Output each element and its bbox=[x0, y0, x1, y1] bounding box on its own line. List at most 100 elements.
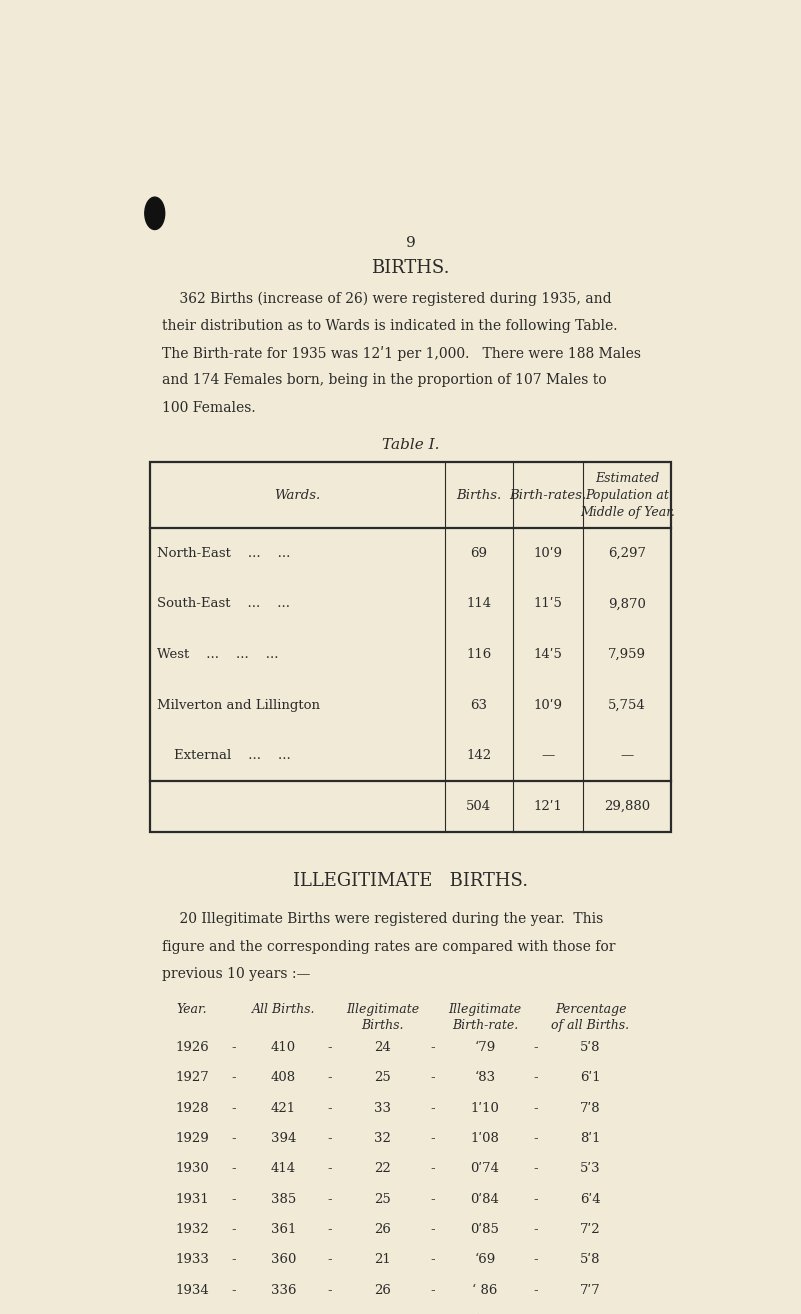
Text: -: - bbox=[533, 1041, 538, 1054]
Text: Estimated
Population at
Middle of Year.: Estimated Population at Middle of Year. bbox=[580, 472, 674, 519]
Text: 26: 26 bbox=[374, 1284, 391, 1297]
Text: ‘79: ‘79 bbox=[474, 1041, 496, 1054]
Text: 394: 394 bbox=[271, 1133, 296, 1144]
Text: 408: 408 bbox=[271, 1071, 296, 1084]
Text: -: - bbox=[231, 1041, 236, 1054]
Text: 69: 69 bbox=[470, 547, 487, 560]
Text: 1927: 1927 bbox=[175, 1071, 209, 1084]
Text: 21: 21 bbox=[374, 1254, 391, 1267]
Text: 26: 26 bbox=[374, 1223, 391, 1236]
Text: 1929: 1929 bbox=[175, 1133, 209, 1144]
Text: -: - bbox=[430, 1163, 435, 1176]
Text: 0ʹ84: 0ʹ84 bbox=[470, 1193, 500, 1206]
Text: —: — bbox=[541, 749, 554, 762]
Text: 360: 360 bbox=[271, 1254, 296, 1267]
Text: 421: 421 bbox=[271, 1101, 296, 1114]
Text: -: - bbox=[430, 1101, 435, 1114]
Text: 7ʹ7: 7ʹ7 bbox=[580, 1284, 601, 1297]
Text: Percentage
of all Births.: Percentage of all Births. bbox=[551, 1003, 630, 1031]
Text: -: - bbox=[430, 1041, 435, 1054]
Text: -: - bbox=[231, 1284, 236, 1297]
Text: ‘69: ‘69 bbox=[474, 1254, 496, 1267]
Text: Birth-rates.: Birth-rates. bbox=[509, 489, 586, 502]
Text: 9,870: 9,870 bbox=[608, 598, 646, 611]
Text: 1ʹ08: 1ʹ08 bbox=[470, 1133, 500, 1144]
Text: 8ʹ1: 8ʹ1 bbox=[580, 1133, 601, 1144]
Text: 11ʹ5: 11ʹ5 bbox=[533, 598, 562, 611]
Text: ILLEGITIMATE   BIRTHS.: ILLEGITIMATE BIRTHS. bbox=[293, 872, 528, 890]
Text: -: - bbox=[328, 1284, 332, 1297]
Text: 10ʹ9: 10ʹ9 bbox=[533, 547, 562, 560]
Text: 1ʹ10: 1ʹ10 bbox=[470, 1101, 500, 1114]
Text: 33: 33 bbox=[374, 1101, 391, 1114]
Text: figure and the corresponding rates are compared with those for: figure and the corresponding rates are c… bbox=[162, 940, 616, 954]
Text: and 174 Females born, being in the proportion of 107 Males to: and 174 Females born, being in the propo… bbox=[162, 373, 607, 388]
Text: 1930: 1930 bbox=[175, 1163, 209, 1176]
Text: 1932: 1932 bbox=[175, 1223, 209, 1236]
Text: 22: 22 bbox=[374, 1163, 391, 1176]
Text: 63: 63 bbox=[470, 699, 487, 712]
Text: 5ʹ8: 5ʹ8 bbox=[580, 1041, 601, 1054]
Text: 1926: 1926 bbox=[175, 1041, 209, 1054]
Text: 7,959: 7,959 bbox=[608, 648, 646, 661]
Text: 7ʹ2: 7ʹ2 bbox=[580, 1223, 601, 1236]
Text: 24: 24 bbox=[374, 1041, 391, 1054]
Text: -: - bbox=[430, 1193, 435, 1206]
Text: previous 10 years :—: previous 10 years :— bbox=[162, 967, 311, 982]
Text: -: - bbox=[430, 1071, 435, 1084]
Text: -: - bbox=[533, 1284, 538, 1297]
Bar bbox=[150, 463, 671, 832]
Text: -: - bbox=[328, 1101, 332, 1114]
Text: 6,297: 6,297 bbox=[608, 547, 646, 560]
Text: 410: 410 bbox=[271, 1041, 296, 1054]
Text: 5ʹ3: 5ʹ3 bbox=[580, 1163, 601, 1176]
Text: -: - bbox=[231, 1163, 236, 1176]
Text: -: - bbox=[533, 1254, 538, 1267]
Text: -: - bbox=[533, 1163, 538, 1176]
Text: 1934: 1934 bbox=[175, 1284, 209, 1297]
Text: -: - bbox=[231, 1254, 236, 1267]
Text: 25: 25 bbox=[374, 1071, 391, 1084]
Text: North-East    ...    ...: North-East ... ... bbox=[157, 547, 291, 560]
Text: -: - bbox=[231, 1223, 236, 1236]
Text: -: - bbox=[328, 1041, 332, 1054]
Text: -: - bbox=[328, 1133, 332, 1144]
Text: 10ʹ9: 10ʹ9 bbox=[533, 699, 562, 712]
Text: 362 Births (increase of 26) were registered during 1935, and: 362 Births (increase of 26) were registe… bbox=[162, 292, 612, 306]
Text: 5,754: 5,754 bbox=[608, 699, 646, 712]
Text: -: - bbox=[430, 1254, 435, 1267]
Text: their distribution as to Wards is indicated in the following Table.: their distribution as to Wards is indica… bbox=[162, 318, 618, 332]
Text: -: - bbox=[328, 1254, 332, 1267]
Text: 142: 142 bbox=[466, 749, 491, 762]
Text: Illegitimate
Births.: Illegitimate Births. bbox=[346, 1003, 419, 1031]
Text: 14ʹ5: 14ʹ5 bbox=[533, 648, 562, 661]
Text: 1933: 1933 bbox=[175, 1254, 209, 1267]
Text: Table I.: Table I. bbox=[382, 438, 439, 452]
Text: External    ...    ...: External ... ... bbox=[157, 749, 291, 762]
Text: 25: 25 bbox=[374, 1193, 391, 1206]
Text: -: - bbox=[328, 1071, 332, 1084]
Text: 1931: 1931 bbox=[175, 1193, 209, 1206]
Text: 1928: 1928 bbox=[175, 1101, 209, 1114]
Text: 414: 414 bbox=[271, 1163, 296, 1176]
Text: 116: 116 bbox=[466, 648, 492, 661]
Text: All Births.: All Births. bbox=[252, 1003, 315, 1016]
Text: ‘ 86: ‘ 86 bbox=[473, 1284, 497, 1297]
Text: Illegitimate
Birth-rate.: Illegitimate Birth-rate. bbox=[449, 1003, 521, 1031]
Text: 385: 385 bbox=[271, 1193, 296, 1206]
Text: -: - bbox=[533, 1071, 538, 1084]
Text: -: - bbox=[231, 1133, 236, 1144]
Text: -: - bbox=[328, 1223, 332, 1236]
Text: Milverton and Lillington: Milverton and Lillington bbox=[157, 699, 320, 712]
Text: 504: 504 bbox=[466, 800, 491, 813]
Text: 6ʹ4: 6ʹ4 bbox=[580, 1193, 601, 1206]
Text: 114: 114 bbox=[466, 598, 491, 611]
Text: 29,880: 29,880 bbox=[604, 800, 650, 813]
Text: -: - bbox=[231, 1071, 236, 1084]
Text: 9: 9 bbox=[405, 235, 416, 250]
Text: 32: 32 bbox=[374, 1133, 391, 1144]
Text: -: - bbox=[533, 1133, 538, 1144]
Text: Wards.: Wards. bbox=[274, 489, 320, 502]
Text: Births.: Births. bbox=[457, 489, 501, 502]
Text: Year.: Year. bbox=[177, 1003, 207, 1016]
